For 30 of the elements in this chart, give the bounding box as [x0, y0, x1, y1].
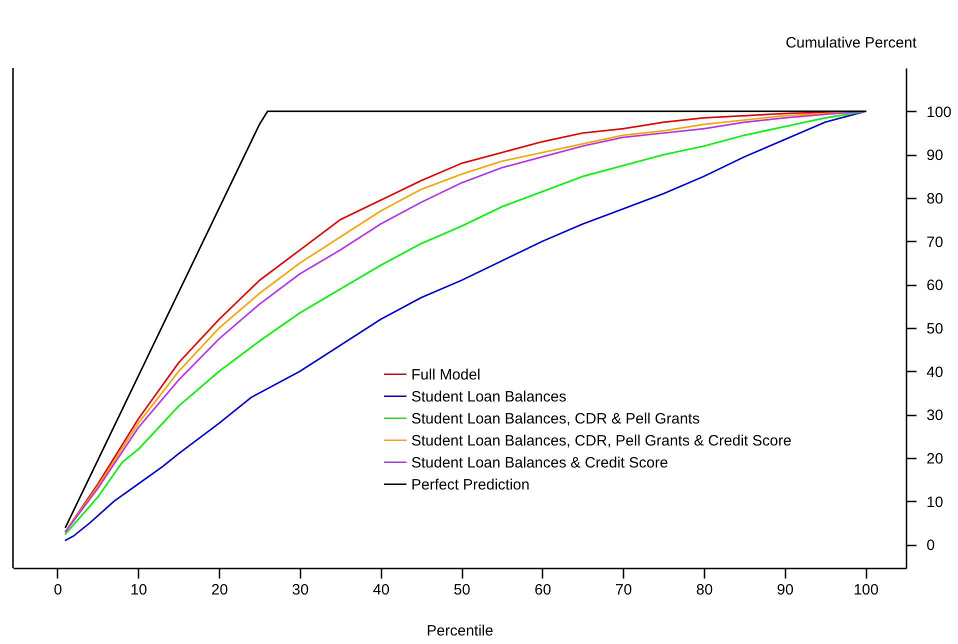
- x-tick-label: 30: [292, 582, 309, 598]
- y-tick-label: 0: [926, 537, 935, 554]
- x-tick-label: 80: [696, 582, 713, 598]
- y-tick-label: 40: [926, 364, 944, 381]
- legend-label: Student Loan Balances, CDR & Pell Grants: [411, 410, 700, 428]
- legend-label: Perfect Prediction: [411, 476, 530, 494]
- x-tick-label: 50: [454, 582, 470, 598]
- y-tick-label: 10: [926, 494, 944, 511]
- x-tick-label: 60: [534, 582, 552, 598]
- y-axis-title: Cumulative Percent: [786, 34, 918, 52]
- y-tick-label: 100: [926, 104, 952, 121]
- y-tick-label: 50: [926, 320, 944, 338]
- x-tick-label: 40: [372, 582, 390, 598]
- x-axis-title: Percentile: [426, 622, 494, 640]
- y-tick-label: 20: [926, 450, 944, 468]
- x-tick-label: 20: [211, 582, 228, 598]
- legend-label: Student Loan Balances: [411, 388, 566, 406]
- y-tick-label: 60: [926, 277, 944, 294]
- x-tick-label: 70: [615, 582, 632, 598]
- y-tick-label: 80: [926, 190, 944, 208]
- legend-label: Full Model: [411, 366, 480, 384]
- legend-label: Student Loan Balances & Credit Score: [411, 454, 668, 472]
- y-tick-label: 90: [926, 147, 944, 164]
- y-tick-label: 70: [926, 234, 944, 251]
- x-tick-label: 10: [130, 582, 148, 598]
- y-tick-label: 30: [926, 407, 944, 424]
- x-tick-label: 90: [776, 582, 794, 598]
- legend-label: Student Loan Balances, CDR, Pell Grants & Credit Score: [411, 432, 792, 450]
- x-tick-label: 0: [54, 582, 62, 598]
- x-tick-label: 100: [854, 582, 879, 598]
